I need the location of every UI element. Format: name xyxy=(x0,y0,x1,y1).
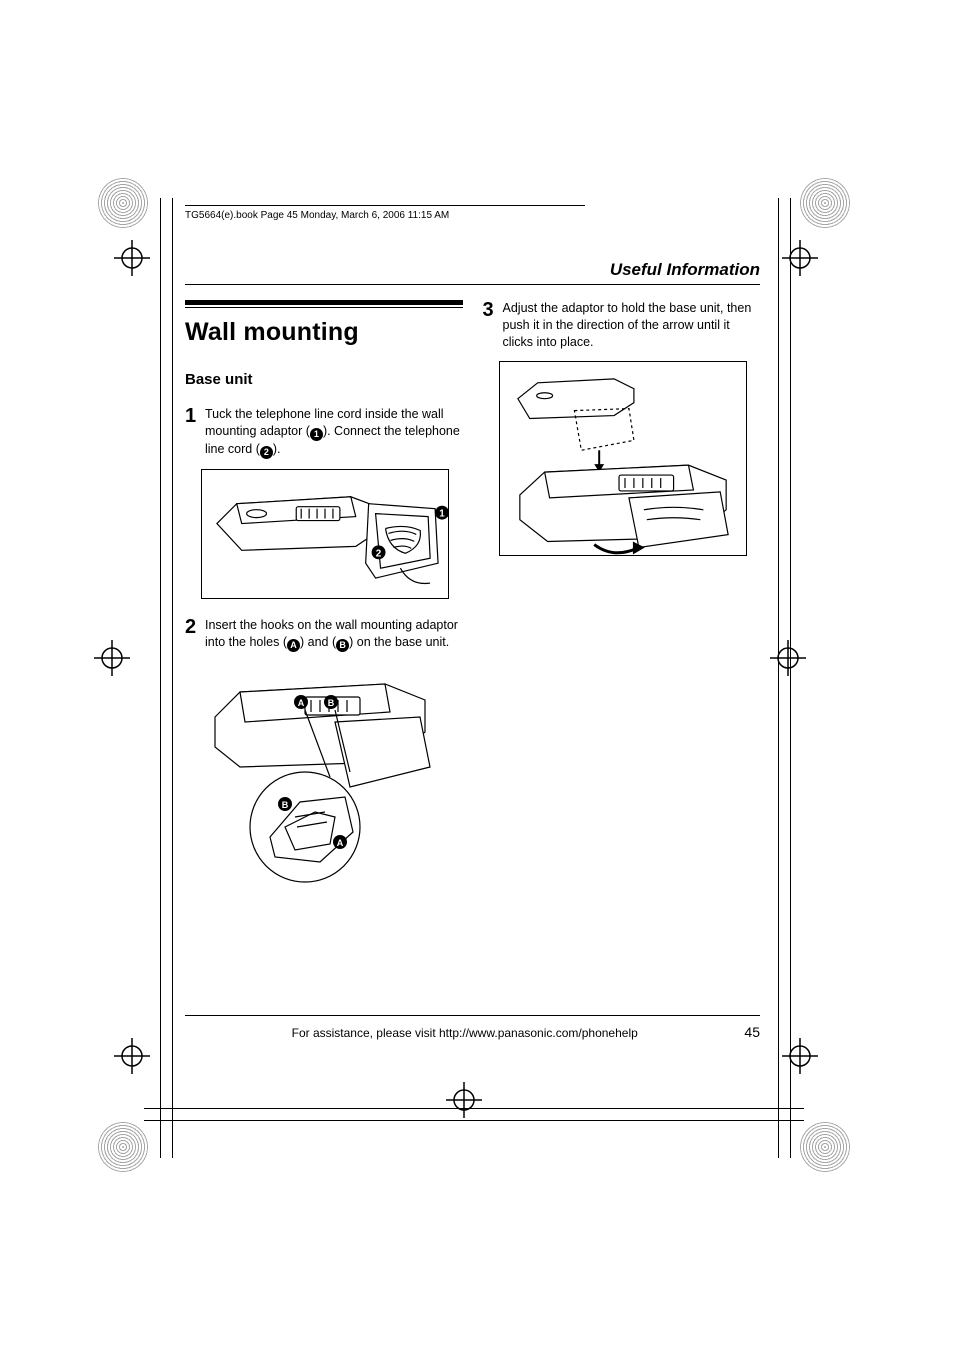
diagram-label: A xyxy=(298,698,305,708)
content-columns: Wall mounting Base unit 1 Tuck the telep… xyxy=(185,300,760,905)
reg-corner-bl xyxy=(98,1122,148,1172)
reg-corner-tl xyxy=(98,178,148,228)
reg-frame-line xyxy=(144,1120,804,1121)
step-text: ) on the base unit. xyxy=(349,635,449,649)
registration-mark xyxy=(94,640,130,676)
reg-frame-line xyxy=(160,198,161,1158)
registration-mark xyxy=(770,640,806,676)
diagram-label: A xyxy=(337,838,344,848)
step-number: 3 xyxy=(483,300,497,351)
registration-mark xyxy=(782,240,818,276)
step-text: ) and ( xyxy=(300,635,336,649)
diagram-label: B xyxy=(328,698,335,708)
diagram-step-1: 1 2 xyxy=(201,469,449,599)
registration-mark xyxy=(114,1038,150,1074)
reg-frame-line xyxy=(778,198,779,1158)
step-text: Adjust the adaptor to hold the base unit… xyxy=(503,301,752,349)
circled-number-icon: 1 xyxy=(310,428,323,441)
registration-mark xyxy=(446,1082,482,1118)
step-1: 1 Tuck the telephone line cord inside th… xyxy=(185,406,463,459)
step-body: Tuck the telephone line cord inside the … xyxy=(205,406,463,459)
file-header: TG5664(e).book Page 45 Monday, March 6, … xyxy=(185,205,585,221)
step-number: 2 xyxy=(185,617,199,652)
title-rule-thin xyxy=(185,307,463,308)
right-column: 3 Adjust the adaptor to hold the base un… xyxy=(483,300,761,905)
page: Useful Information Wall mounting Base un… xyxy=(185,260,760,1040)
header-rule xyxy=(185,284,760,285)
diagram-step-2: A B A B xyxy=(185,662,455,887)
step-3: 3 Adjust the adaptor to hold the base un… xyxy=(483,300,761,351)
left-column: Wall mounting Base unit 1 Tuck the telep… xyxy=(185,300,463,905)
reg-corner-br xyxy=(800,1122,850,1172)
reg-frame-line xyxy=(172,198,173,1158)
step-text: ). xyxy=(273,442,281,456)
step-body: Adjust the adaptor to hold the base unit… xyxy=(503,300,761,351)
page-footer: For assistance, please visit http://www.… xyxy=(185,1015,760,1040)
diagram-label: B xyxy=(282,800,289,810)
footer-text: For assistance, please visit http://www.… xyxy=(185,1026,744,1040)
sub-title: Base unit xyxy=(185,371,463,388)
section-header: Useful Information xyxy=(610,260,760,280)
diagram-step-3 xyxy=(499,361,747,556)
registration-mark xyxy=(782,1038,818,1074)
step-body: Insert the hooks on the wall mounting ad… xyxy=(205,617,463,652)
diagram-svg xyxy=(500,361,746,554)
step-2: 2 Insert the hooks on the wall mounting … xyxy=(185,617,463,652)
diagram-label: 2 xyxy=(376,549,382,560)
diagram-svg: 1 2 xyxy=(202,469,448,598)
main-title: Wall mounting xyxy=(185,318,463,347)
circled-letter-icon: B xyxy=(336,639,349,652)
reg-frame-line xyxy=(790,198,791,1158)
title-rule-thick xyxy=(185,300,463,305)
circled-letter-icon: A xyxy=(287,639,300,652)
registration-mark xyxy=(114,240,150,276)
page-number: 45 xyxy=(744,1024,760,1040)
step-number: 1 xyxy=(185,406,199,459)
diagram-svg: A B A B xyxy=(185,662,455,887)
circled-number-icon: 2 xyxy=(260,446,273,459)
diagram-label: 1 xyxy=(439,509,445,520)
reg-corner-tr xyxy=(800,178,850,228)
